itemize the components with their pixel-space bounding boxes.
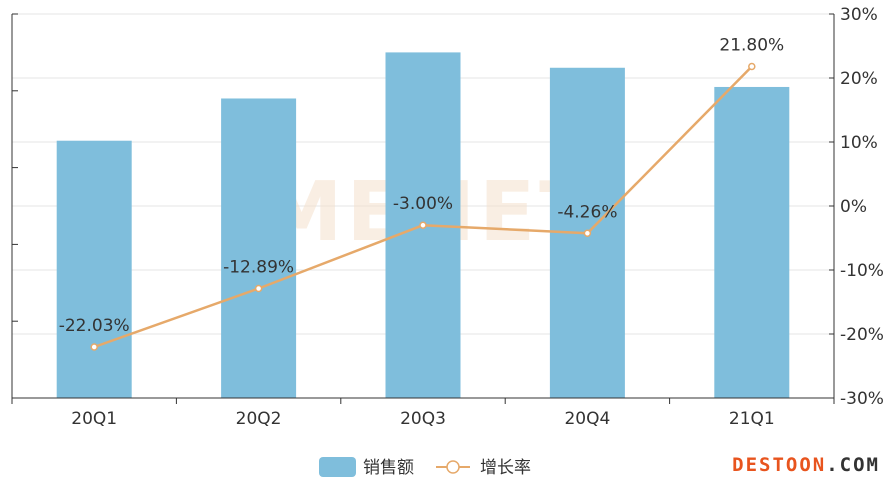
line-series: -22.03% -12.89% -3.00% -4.26% 21.80% [59, 35, 784, 351]
y-right-tick-label: -30% [840, 389, 884, 409]
footer-logo-text: DESTOON.COM [732, 454, 880, 476]
legend-line-label: 增长率 [480, 458, 531, 478]
axes: -30% -20% -10% 0% 10% 20% 30% 20Q1 20Q2 20Q3 20Q4 2… [11, 5, 884, 429]
y-right-tick-label: 0% [840, 197, 867, 217]
y-right-tick-label: -10% [840, 261, 884, 281]
footer-logo-left: DESTOON [732, 454, 826, 476]
legend-bar-swatch [319, 457, 356, 477]
x-tick-label: 20Q4 [564, 409, 610, 429]
bar [56, 140, 132, 398]
x-tick-label: 21Q1 [729, 409, 775, 429]
footer-logo-dot: . [826, 454, 839, 476]
line-point [748, 62, 756, 71]
line-point [419, 221, 427, 229]
data-label: -3.00% [393, 194, 453, 214]
line-point [583, 229, 592, 238]
data-label: -22.03% [59, 316, 130, 336]
data-label: -12.89% [223, 257, 294, 277]
x-tick-label: 20Q3 [400, 409, 446, 429]
y-right-tick-label: 30% [840, 5, 878, 25]
footer-logo: DESTOON.COM [732, 454, 880, 476]
y-right-tick-label: 20% [840, 69, 878, 89]
line-point [254, 284, 263, 293]
bar [221, 98, 297, 398]
x-tick-label: 20Q2 [236, 409, 282, 429]
legend: 销售额 增长率 [319, 457, 531, 478]
y-right-tick-label: -20% [840, 325, 884, 345]
legend-line-marker [446, 460, 460, 474]
data-label: -4.26% [557, 202, 617, 222]
line-point [90, 343, 98, 351]
data-label: 21.80% [719, 35, 784, 55]
bar [714, 86, 790, 399]
footer-logo-right: COM [840, 454, 880, 476]
x-tick-label: 20Q1 [71, 409, 117, 429]
y-right-tick-label: 10% [840, 133, 878, 153]
legend-bar-label: 销售额 [363, 458, 414, 478]
